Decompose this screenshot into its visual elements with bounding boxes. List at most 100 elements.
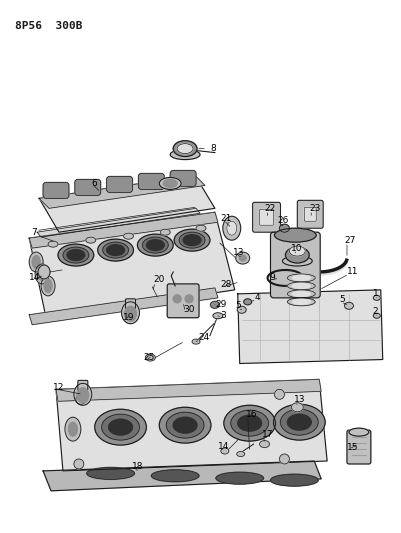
Ellipse shape <box>220 448 228 454</box>
Ellipse shape <box>285 247 308 263</box>
Ellipse shape <box>41 276 55 296</box>
Ellipse shape <box>97 239 133 261</box>
Text: 23: 23 <box>308 204 320 213</box>
Ellipse shape <box>87 467 134 479</box>
Ellipse shape <box>237 415 261 431</box>
Text: 30: 30 <box>183 305 194 314</box>
FancyBboxPatch shape <box>167 284 198 318</box>
Circle shape <box>74 459 83 469</box>
Text: 28: 28 <box>219 280 231 289</box>
Ellipse shape <box>344 302 352 309</box>
Ellipse shape <box>173 141 196 157</box>
Text: 6: 6 <box>91 179 97 188</box>
Polygon shape <box>237 290 382 364</box>
FancyBboxPatch shape <box>43 182 69 198</box>
Ellipse shape <box>68 422 77 436</box>
Polygon shape <box>39 175 205 208</box>
Text: 8: 8 <box>209 144 215 153</box>
Ellipse shape <box>35 264 49 284</box>
Polygon shape <box>29 212 234 318</box>
Ellipse shape <box>44 279 52 293</box>
Ellipse shape <box>102 242 128 258</box>
Ellipse shape <box>74 383 91 405</box>
Ellipse shape <box>226 221 236 235</box>
Text: 5: 5 <box>338 295 344 304</box>
Polygon shape <box>56 379 326 471</box>
Text: 14: 14 <box>29 273 41 282</box>
FancyBboxPatch shape <box>346 430 370 464</box>
Ellipse shape <box>166 412 203 438</box>
Ellipse shape <box>145 354 155 361</box>
Ellipse shape <box>63 247 89 263</box>
FancyBboxPatch shape <box>259 209 273 225</box>
FancyBboxPatch shape <box>297 200 322 228</box>
Text: 2: 2 <box>372 307 377 316</box>
Ellipse shape <box>230 410 268 436</box>
Circle shape <box>173 295 181 303</box>
Ellipse shape <box>151 470 198 482</box>
Text: 15: 15 <box>346 442 358 451</box>
Ellipse shape <box>287 282 314 290</box>
FancyBboxPatch shape <box>125 299 135 309</box>
Polygon shape <box>56 379 320 401</box>
Text: 13: 13 <box>232 247 244 256</box>
Text: 29: 29 <box>215 300 226 309</box>
Ellipse shape <box>170 150 200 159</box>
Text: 1: 1 <box>372 289 378 298</box>
Ellipse shape <box>279 224 289 232</box>
Text: 5: 5 <box>235 301 241 310</box>
Circle shape <box>279 454 289 464</box>
Polygon shape <box>29 288 217 325</box>
Ellipse shape <box>160 229 170 235</box>
Text: 3: 3 <box>219 311 225 320</box>
FancyBboxPatch shape <box>138 173 164 189</box>
Ellipse shape <box>163 180 177 188</box>
Ellipse shape <box>173 417 196 433</box>
FancyBboxPatch shape <box>252 203 280 232</box>
Text: 9: 9 <box>269 273 275 282</box>
Text: 12: 12 <box>53 383 64 392</box>
Text: 25: 25 <box>143 353 154 362</box>
Text: 7: 7 <box>31 228 37 237</box>
Ellipse shape <box>174 229 209 251</box>
Ellipse shape <box>287 414 310 430</box>
FancyBboxPatch shape <box>270 232 319 298</box>
Ellipse shape <box>210 301 219 308</box>
FancyBboxPatch shape <box>170 171 196 187</box>
FancyBboxPatch shape <box>78 381 87 390</box>
Ellipse shape <box>192 339 200 344</box>
Circle shape <box>76 394 85 404</box>
Ellipse shape <box>292 292 310 296</box>
Ellipse shape <box>237 306 245 313</box>
Text: 4: 4 <box>254 293 259 302</box>
Ellipse shape <box>159 407 211 443</box>
Ellipse shape <box>159 177 181 189</box>
Text: 24: 24 <box>198 333 209 342</box>
Ellipse shape <box>196 225 205 231</box>
Polygon shape <box>37 208 200 237</box>
FancyBboxPatch shape <box>304 207 316 221</box>
Ellipse shape <box>274 228 316 242</box>
Ellipse shape <box>67 249 85 261</box>
Ellipse shape <box>95 409 146 445</box>
Ellipse shape <box>85 237 95 243</box>
Ellipse shape <box>38 265 50 279</box>
Ellipse shape <box>38 268 46 280</box>
Ellipse shape <box>292 300 310 304</box>
Text: 27: 27 <box>343 236 354 245</box>
Text: 16: 16 <box>245 410 257 419</box>
Circle shape <box>184 295 192 303</box>
Ellipse shape <box>137 234 173 256</box>
Ellipse shape <box>348 428 368 436</box>
Text: 18: 18 <box>131 463 143 472</box>
Ellipse shape <box>65 417 81 441</box>
Ellipse shape <box>280 409 318 435</box>
Polygon shape <box>39 175 215 232</box>
Text: 22: 22 <box>264 204 275 213</box>
Ellipse shape <box>29 252 43 272</box>
Ellipse shape <box>106 245 124 255</box>
Ellipse shape <box>235 252 249 264</box>
Ellipse shape <box>282 256 312 266</box>
Ellipse shape <box>146 240 164 251</box>
Ellipse shape <box>270 474 318 486</box>
